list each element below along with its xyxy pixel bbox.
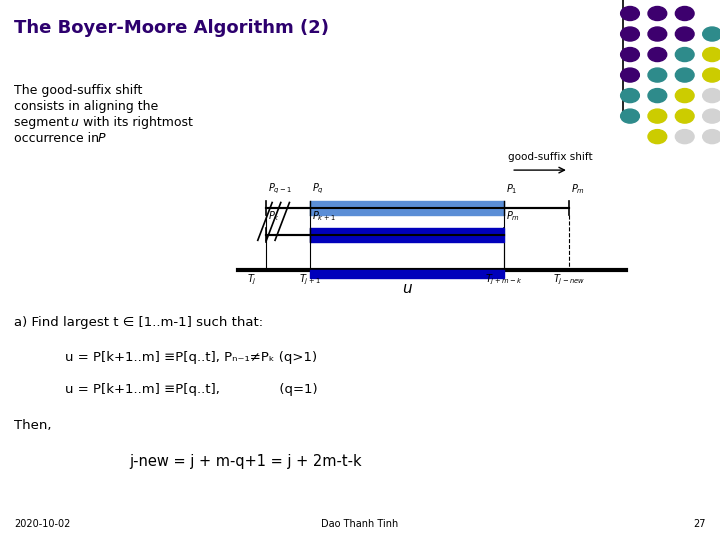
Text: $T_{j-new}$: $T_{j-new}$: [553, 273, 585, 287]
Circle shape: [621, 48, 639, 62]
Circle shape: [648, 68, 667, 82]
Circle shape: [675, 109, 694, 123]
Text: with its rightmost: with its rightmost: [79, 116, 193, 129]
Text: consists in aligning the: consists in aligning the: [14, 100, 158, 113]
Text: u = P[k+1..m] ≡P[q..t], Pₙ₋₁≠Pₖ (q>1): u = P[k+1..m] ≡P[q..t], Pₙ₋₁≠Pₖ (q>1): [65, 351, 317, 364]
Text: $P_{k}$: $P_{k}$: [268, 209, 280, 223]
Text: a) Find largest t ∈ [1..m-1] such that:: a) Find largest t ∈ [1..m-1] such that:: [14, 316, 264, 329]
Circle shape: [648, 6, 667, 21]
Circle shape: [703, 130, 720, 144]
FancyBboxPatch shape: [310, 270, 504, 278]
Circle shape: [621, 6, 639, 21]
Circle shape: [621, 89, 639, 103]
FancyBboxPatch shape: [310, 201, 504, 214]
Text: u = P[k+1..m] ≡P[q..t],              (q=1): u = P[k+1..m] ≡P[q..t], (q=1): [65, 383, 318, 396]
Circle shape: [621, 27, 639, 41]
Circle shape: [621, 68, 639, 82]
Text: segment: segment: [14, 116, 73, 129]
Circle shape: [703, 109, 720, 123]
Text: $P_{m}$: $P_{m}$: [506, 209, 520, 223]
Circle shape: [675, 68, 694, 82]
Text: occurrence in: occurrence in: [14, 132, 104, 145]
Circle shape: [703, 68, 720, 82]
Text: $T_{j}$: $T_{j}$: [247, 273, 257, 287]
Circle shape: [675, 6, 694, 21]
Text: good-suffix shift: good-suffix shift: [508, 152, 593, 162]
FancyBboxPatch shape: [310, 228, 504, 241]
Circle shape: [675, 130, 694, 144]
Text: u: u: [71, 116, 78, 129]
Text: $T_{j+1}$: $T_{j+1}$: [299, 273, 320, 287]
Circle shape: [703, 27, 720, 41]
Circle shape: [648, 27, 667, 41]
Text: The good-suffix shift: The good-suffix shift: [14, 84, 143, 97]
Text: $P_{q}$: $P_{q}$: [312, 181, 324, 195]
Text: $T_{j+m-k}$: $T_{j+m-k}$: [485, 273, 523, 287]
Text: $P_{k+1}$: $P_{k+1}$: [312, 209, 336, 223]
Circle shape: [648, 130, 667, 144]
Circle shape: [621, 109, 639, 123]
Circle shape: [648, 48, 667, 62]
Text: Dao Thanh Tinh: Dao Thanh Tinh: [321, 519, 399, 529]
Circle shape: [675, 48, 694, 62]
Text: $P_{1}$: $P_{1}$: [506, 182, 518, 195]
Text: u: u: [402, 281, 412, 296]
Text: 27: 27: [693, 519, 706, 529]
Circle shape: [648, 89, 667, 103]
Text: P: P: [97, 132, 104, 145]
Circle shape: [703, 89, 720, 103]
Circle shape: [675, 89, 694, 103]
Text: $P_{q-1}$: $P_{q-1}$: [268, 181, 292, 195]
Circle shape: [648, 109, 667, 123]
Text: Then,: Then,: [14, 418, 52, 431]
Circle shape: [703, 48, 720, 62]
Text: 2020-10-02: 2020-10-02: [14, 519, 71, 529]
Circle shape: [675, 27, 694, 41]
Text: $P_{m}$: $P_{m}$: [571, 182, 585, 195]
Text: The Boyer-Moore Algorithm (2): The Boyer-Moore Algorithm (2): [14, 19, 329, 37]
Text: j-new = j + m-q+1 = j + 2m-t-k: j-new = j + m-q+1 = j + 2m-t-k: [130, 454, 362, 469]
